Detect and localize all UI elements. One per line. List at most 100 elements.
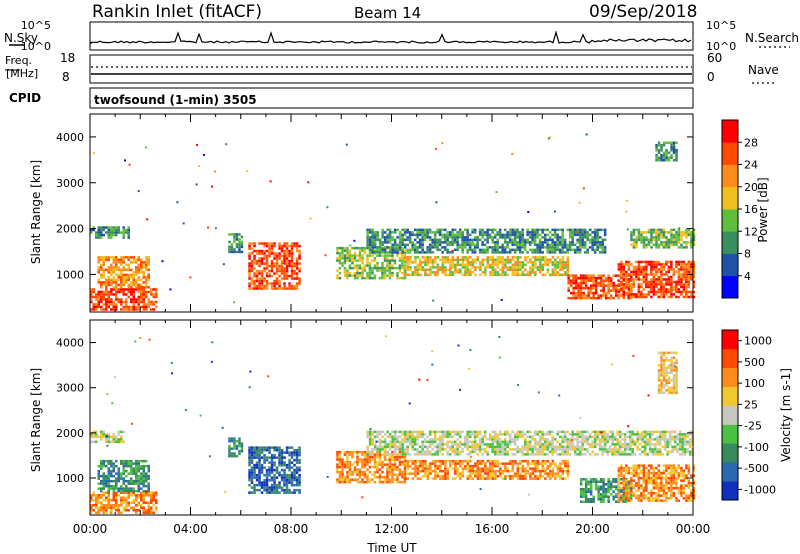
power-echo-cell [528,241,532,244]
velocity-echo-cell [673,438,677,441]
power-echo-cell [105,283,108,287]
power-echo-cell [270,284,274,288]
power-echo-cell [637,285,641,289]
velocity-echo-cell [122,506,125,509]
power-echo-cell [539,266,542,269]
velocity-echo-cell [396,478,399,481]
power-echo-cell [675,280,678,284]
power-echo-cell [248,274,251,278]
power-echo-cell [398,264,402,267]
power-echo-cell [670,265,673,269]
power-echo-cell [446,236,449,239]
power-echo-cell [650,268,653,271]
velocity-echo-cell [423,440,427,444]
velocity-echo-cell [361,458,364,461]
power-echo-cell [672,151,676,154]
velocity-echo-cell [353,460,357,464]
power-echo-cell [398,231,402,234]
power-echo-cell [140,290,143,294]
power-echo-cell [601,238,604,242]
power-echo-cell [506,261,510,264]
power-echo-cell [285,254,289,258]
power-echo-cell [117,226,120,229]
velocity-echo-cell [466,438,469,441]
power-echo-cell [614,291,618,295]
power-echo-cell [553,231,557,234]
velocity-echo-cell [436,448,439,451]
power-echo-cell [680,293,683,296]
power-echo-cell [443,241,447,244]
power-echo-cell [127,276,130,279]
power-echo-cell [248,244,251,248]
velocity-echo-cell [90,435,93,439]
velocity-echo-cell [661,453,664,456]
power-echo-cell [589,284,593,287]
power-echo-cell [353,246,357,250]
power-echo-cell [268,249,271,253]
power-echo-cell [446,231,449,234]
power-echo-cell [461,233,464,237]
power-echo-cell [290,274,294,278]
power-echo-cell [125,288,128,291]
power-echo-cell [373,264,377,267]
velocity-echo-cell [110,459,113,463]
velocity-echo-cell [107,499,110,502]
power-echo-cell [642,246,646,249]
power-echo-cell [288,249,291,253]
velocity-echo-cell [613,453,617,456]
power-echo-cell [466,261,470,264]
power-echo-cell [459,258,462,262]
velocity-echo-cell [115,504,118,507]
power-echo-cell [690,246,693,249]
power-echo-cell [692,228,696,232]
power-echo-cell [578,238,582,242]
velocity-echo-cell [155,509,158,512]
power-echo-cell [538,251,542,254]
power-echo-cell [486,258,490,262]
power-echo-cell [614,284,618,287]
power-echo-cell [258,279,261,283]
power-echo-cell [692,265,696,269]
power-echo-cell [607,296,610,300]
velocity-echo-cell [348,460,352,464]
power-echo-cell [368,261,372,265]
power-echo-cell [657,141,661,144]
power-echo-cell [105,256,108,259]
power-echo-cell [685,246,688,249]
power-echo-cell [466,236,469,239]
velocity-echo-cell [583,438,587,441]
power-echo-cell [336,276,339,280]
velocity-echo-cell [125,501,128,504]
power-echo-cell [336,246,339,250]
velocity-echo-cell [298,466,301,469]
velocity-echo-cell [336,480,339,484]
power-echo-cell [572,289,575,292]
power-echo-cell [519,261,522,264]
power-echo-cell [498,228,502,232]
velocity-echo-cell [140,487,143,490]
power-echo-cell [250,247,254,250]
velocity-echo-cell [493,453,497,456]
velocity-echo-cell [663,443,667,446]
velocity-echo-cell [260,463,264,467]
power-echo-cell [429,261,432,264]
velocity-echo-cell [448,435,452,439]
power-echo-cell [298,279,301,283]
velocity-echo-cell [137,464,140,468]
power-echo-cell [260,252,264,255]
power-echo-cell [147,305,150,309]
power-echo-cell [283,254,286,258]
velocity-echo-cell [152,491,155,494]
velocity-echo-cell [671,450,674,454]
power-echo-cell [637,238,641,242]
power-echo-cell [233,235,236,239]
power-echo-cell [235,250,239,254]
power-echo-cell [383,231,387,234]
power-echo-cell [551,261,555,264]
velocity-echo-cell [363,453,367,456]
power-echo-cell [524,268,527,272]
power-echo-cell [598,246,602,249]
velocity-echo-cell [288,491,291,494]
power-echo-cell [637,293,641,296]
power-echo-cell [637,270,641,274]
